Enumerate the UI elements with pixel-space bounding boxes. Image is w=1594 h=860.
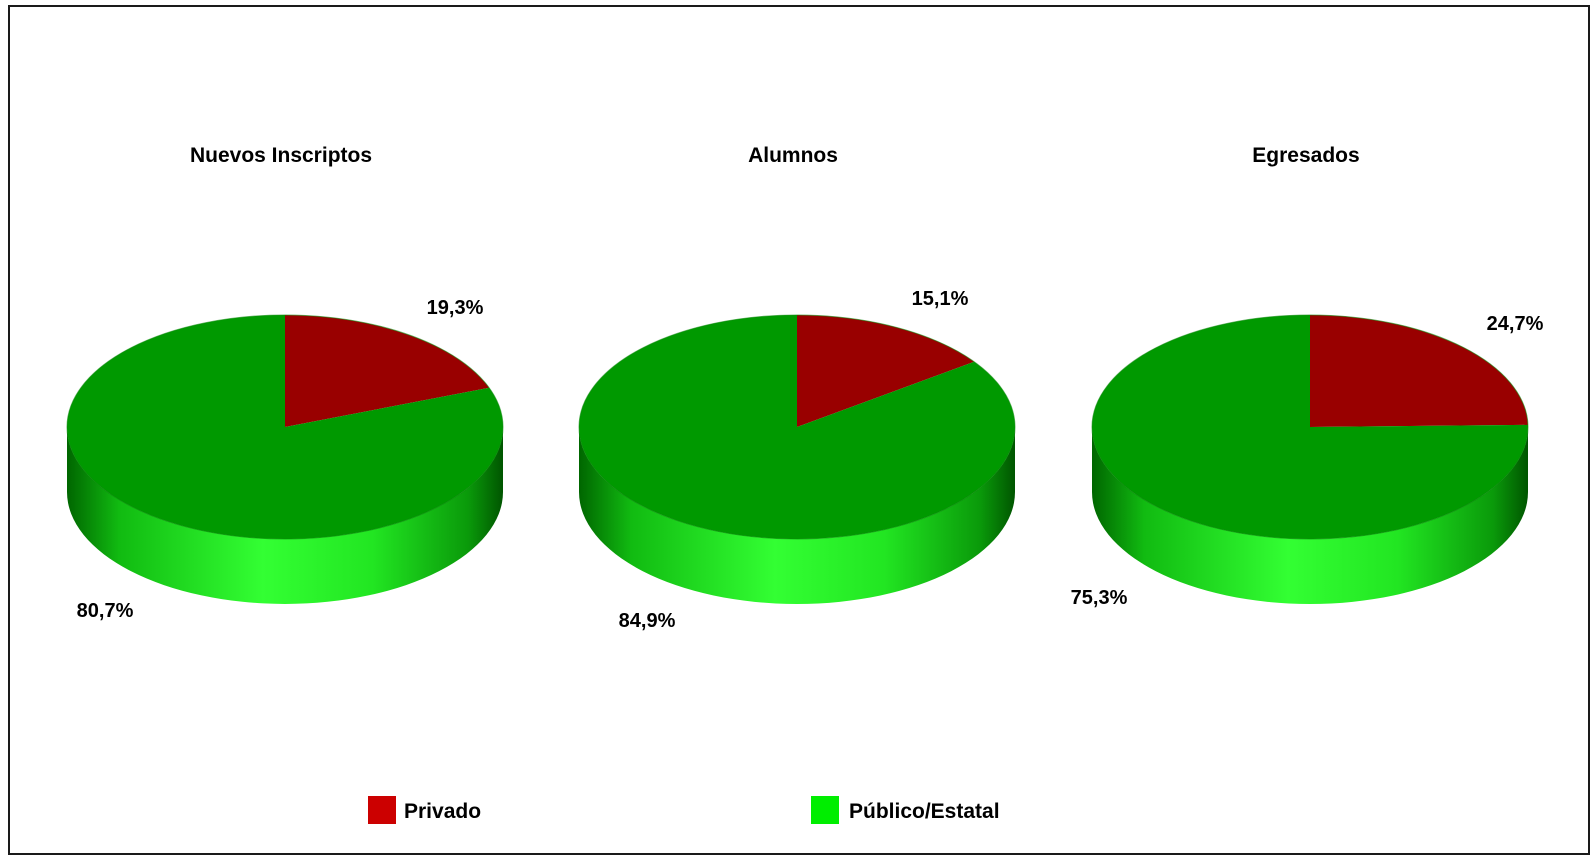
pie-slice-privado <box>797 315 975 427</box>
chart-title-alumnos: Alumnos <box>748 144 838 167</box>
chart-title-nuevos-inscriptos: Nuevos Inscriptos <box>190 144 372 167</box>
pie-side-publico <box>67 427 503 604</box>
legend-label-privado: Privado <box>404 800 481 823</box>
data-label-publico-alumnos: 84,9% <box>619 610 676 632</box>
legend-swatch-publico <box>811 796 839 824</box>
pie-rim <box>578 314 1016 540</box>
pie-rim <box>66 314 504 540</box>
data-label-privado-alumnos: 15,1% <box>912 288 969 310</box>
pie-rim <box>1091 314 1529 540</box>
pie-2-shapes <box>1091 314 1529 604</box>
data-label-privado-egresados: 24,7% <box>1487 313 1544 335</box>
pie-slice-publico <box>67 315 504 540</box>
pie-slice-publico <box>1091 315 1528 540</box>
data-label-publico-nuevos-inscriptos: 80,7% <box>77 600 134 622</box>
chart-title-egresados: Egresados <box>1252 144 1359 167</box>
pie-charts: Nuevos Inscriptos 19,3% 80,7% Alumnos 15… <box>66 144 1544 824</box>
chart-frame: Nuevos Inscriptos 19,3% 80,7% Alumnos 15… <box>8 5 1590 855</box>
pie-chart-alumnos: Alumnos 15,1% 84,9% <box>578 144 1016 632</box>
pie-side-publico <box>579 427 1015 604</box>
pie-1-shapes <box>578 314 1016 604</box>
legend-item-publico: Público/Estatal <box>811 796 1000 824</box>
legend-item-privado: Privado <box>368 796 481 824</box>
pie-chart-nuevos-inscriptos: Nuevos Inscriptos 19,3% 80,7% <box>66 144 504 622</box>
legend-swatch-privado <box>368 796 396 824</box>
pie-slice-privado <box>285 314 490 427</box>
legend-label-publico: Público/Estatal <box>849 800 1000 823</box>
pie-slice-privado <box>1310 315 1528 427</box>
data-label-publico-egresados: 75,3% <box>1071 587 1128 609</box>
data-label-privado-nuevos-inscriptos: 19,3% <box>427 297 484 319</box>
pie-chart-egresados: Egresados 24,7% 75,3% <box>1071 144 1544 609</box>
pie-0-shapes <box>66 314 504 604</box>
legend: Privado Público/Estatal <box>368 796 1000 824</box>
pie-slice-publico <box>579 315 1016 539</box>
pie-side-publico <box>1092 427 1528 604</box>
